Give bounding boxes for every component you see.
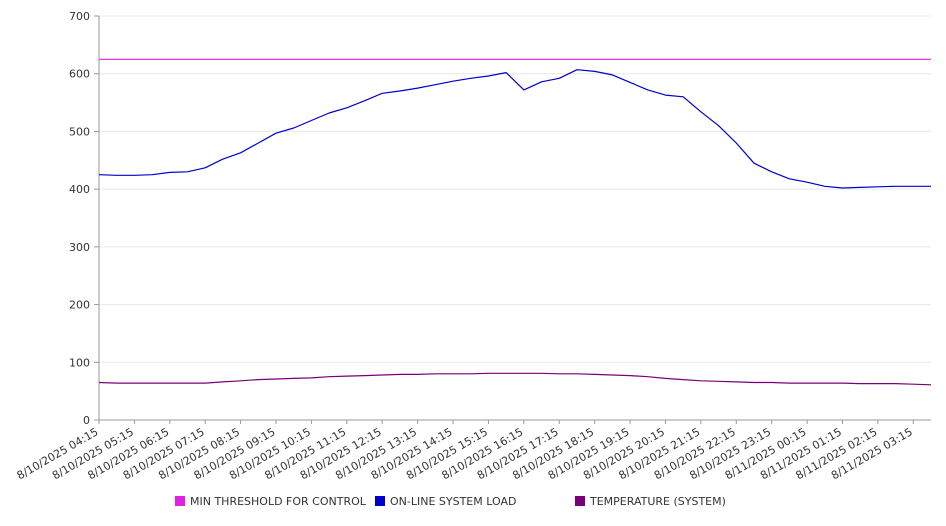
y-tick-label: 200: [69, 299, 90, 312]
y-tick-label: 100: [69, 356, 90, 369]
y-tick-label: 500: [69, 125, 90, 138]
legend: MIN THRESHOLD FOR CONTROL ON-LINE SYSTEM …: [175, 495, 726, 508]
legend-label: MIN THRESHOLD FOR CONTROL: [190, 495, 367, 508]
y-tick-label: 600: [69, 68, 90, 81]
legend-label: TEMPERATURE (SYSTEM): [589, 495, 726, 508]
axes: [98, 16, 931, 421]
legend-swatch: [375, 496, 385, 506]
series-line-temperature-system: [98, 372, 932, 386]
legend-swatch: [175, 496, 185, 506]
legend-swatch: [575, 496, 585, 506]
legend-label: ON-LINE SYSTEM LOAD: [390, 495, 516, 508]
y-tick-label: 0: [83, 414, 90, 427]
series-line-on-line-system-load: [98, 69, 931, 189]
grid-lines: [99, 15, 931, 363]
y-tick-label: 300: [69, 241, 90, 254]
series-lines: [98, 58, 932, 386]
y-tick-label: 400: [69, 183, 90, 196]
y-axis-ticks: 0 100 200 300 400 500 600 700: [69, 10, 99, 427]
y-tick-label: 700: [69, 10, 90, 23]
x-axis-ticks: 8/10/2025 04:158/10/2025 05:158/10/2025 …: [15, 420, 915, 482]
